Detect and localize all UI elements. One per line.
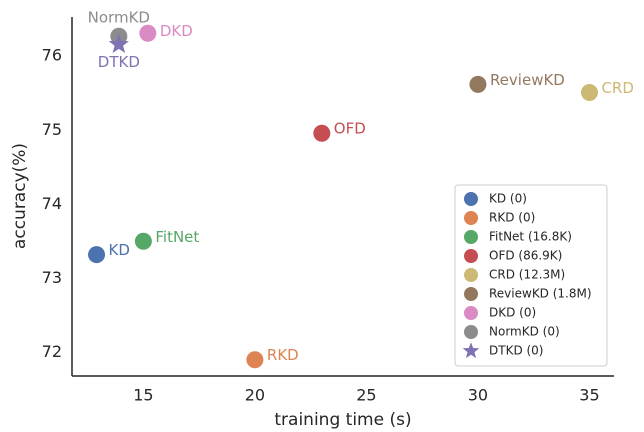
- x-tick-label: 35: [579, 386, 599, 405]
- legend-marker: [464, 325, 478, 339]
- legend-marker: [462, 342, 480, 359]
- point: [108, 33, 129, 53]
- legend-marker: [464, 249, 478, 263]
- legend-marker: [464, 230, 478, 244]
- point: [469, 75, 487, 93]
- point: [246, 351, 264, 369]
- y-tick-label: 73: [42, 268, 62, 287]
- x-tick-label: 15: [133, 386, 153, 405]
- x-tick-label: 25: [356, 386, 376, 405]
- y-tick-label: 74: [42, 194, 62, 213]
- legend-marker: [464, 306, 478, 320]
- y-tick-label: 76: [42, 46, 62, 65]
- legend-label: OFD (86.9K): [489, 249, 562, 263]
- x-tick-label: 20: [245, 386, 265, 405]
- point: [313, 124, 331, 142]
- y-tick-label: 75: [42, 120, 62, 139]
- legend-box: [454, 184, 608, 367]
- point: [139, 24, 157, 42]
- legend-label: RKD (0): [489, 211, 535, 225]
- point: [580, 84, 598, 102]
- point-label: FitNet: [155, 228, 199, 246]
- x-tick-label: 30: [468, 386, 488, 405]
- y-axis-label: accuracy(%): [10, 143, 30, 249]
- x-axis-label: training time (s): [274, 410, 411, 430]
- point-label: OFD: [334, 120, 366, 138]
- point: [88, 246, 106, 264]
- point: [134, 232, 152, 250]
- point-label: KD: [109, 241, 130, 259]
- point-label: CRD: [601, 79, 633, 97]
- legend-label: CRD (12.3M): [489, 268, 565, 282]
- legend-label: ReviewKD (1.8M): [489, 287, 592, 301]
- legend-label: KD (0): [489, 192, 527, 206]
- point-label: DKD: [160, 22, 193, 40]
- legend-marker: [464, 211, 478, 225]
- legend-label: FitNet (16.8K): [489, 230, 572, 244]
- point-label: ReviewKD: [490, 71, 565, 89]
- y-tick-label: 72: [42, 342, 62, 361]
- legend-label: NormKD (0): [489, 325, 560, 339]
- legend-marker: [464, 192, 478, 206]
- point-label: RKD: [267, 346, 299, 364]
- legend-marker: [464, 287, 478, 301]
- legend-label: DTKD (0): [489, 344, 544, 358]
- legend-marker: [464, 268, 478, 282]
- legend-label: DKD (0): [489, 306, 536, 320]
- point-label: NormKD: [88, 9, 150, 27]
- point-label: DTKD: [98, 53, 140, 71]
